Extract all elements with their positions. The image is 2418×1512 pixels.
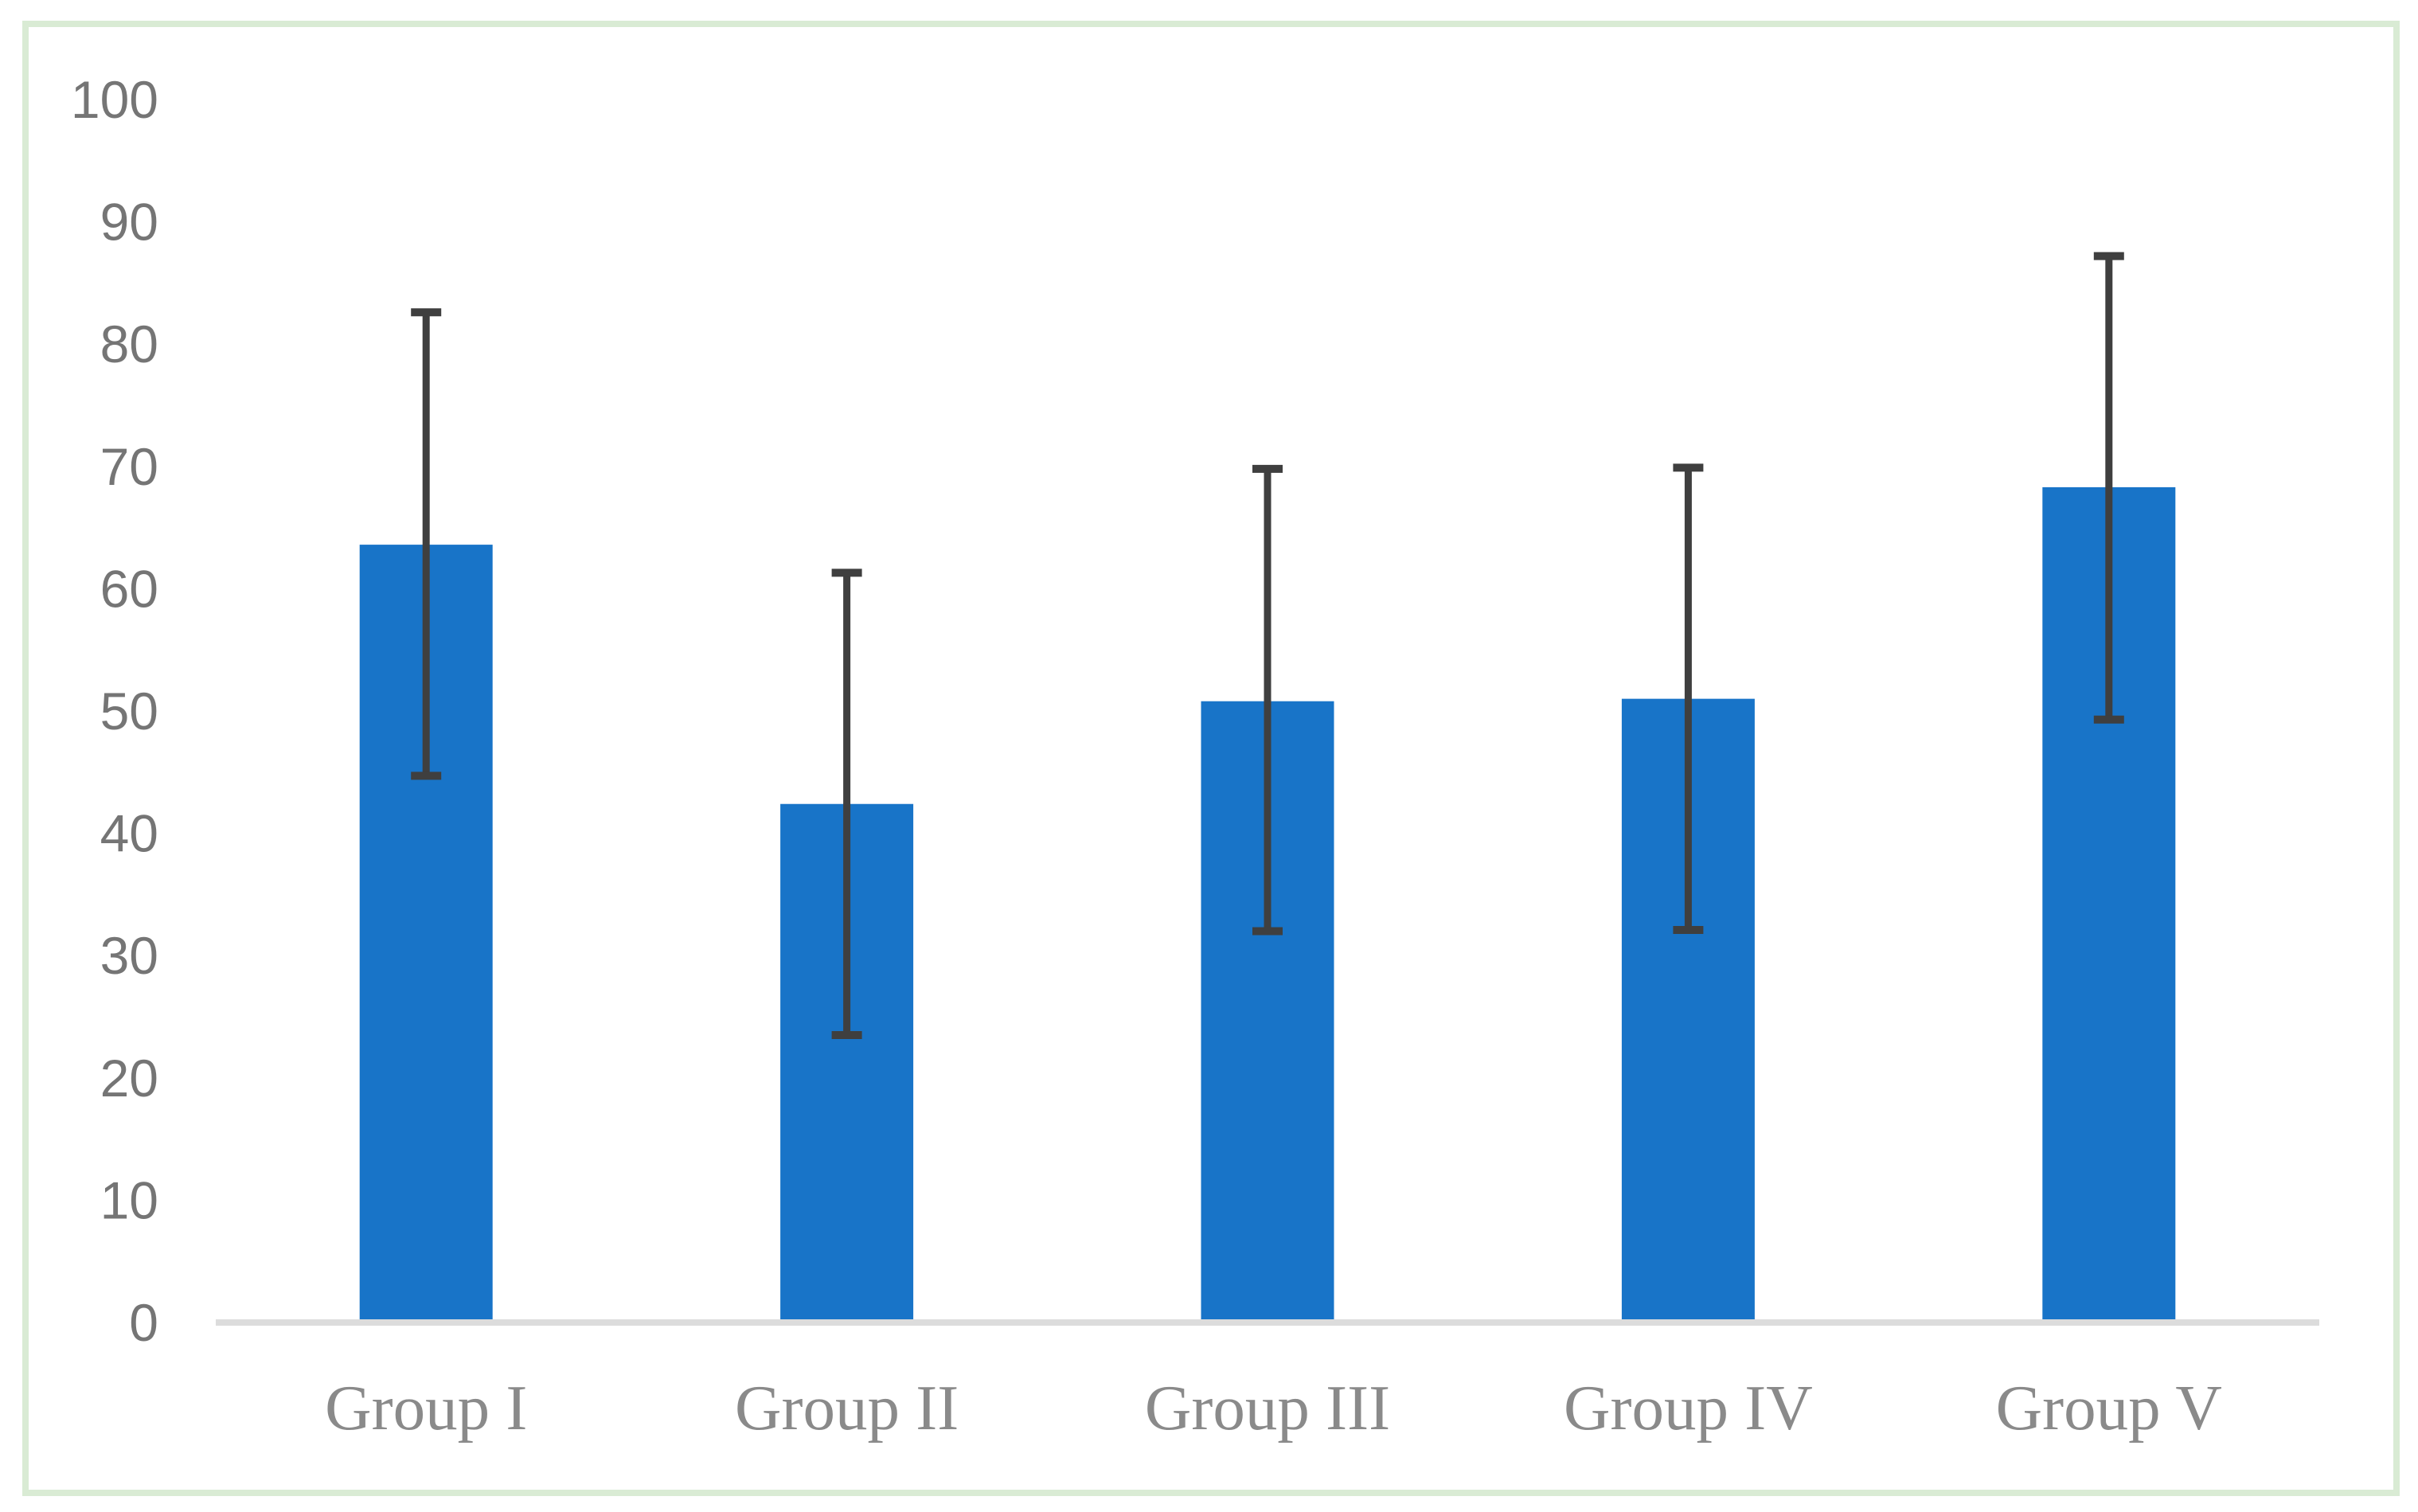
y-tick-label: 30 (100, 926, 158, 985)
x-category-label: Group II (735, 1372, 959, 1444)
y-tick-label: 10 (100, 1170, 158, 1229)
x-category-label: Group III (1145, 1372, 1390, 1444)
y-tick-label: 60 (100, 559, 158, 618)
x-category-label: Group I (325, 1372, 527, 1444)
y-tick-label: 90 (100, 193, 158, 252)
y-tick-label: 0 (129, 1293, 158, 1352)
y-tick-label: 70 (100, 437, 158, 496)
y-tick-label: 50 (100, 682, 158, 740)
y-tick-label: 80 (100, 315, 158, 373)
figure-border (22, 21, 2400, 1496)
y-tick-label: 20 (100, 1049, 158, 1108)
y-tick-label: 40 (100, 804, 158, 863)
y-tick-label: 100 (71, 70, 158, 129)
x-category-label: Group IV (1564, 1372, 1813, 1444)
x-category-label: Group V (1996, 1372, 2222, 1444)
